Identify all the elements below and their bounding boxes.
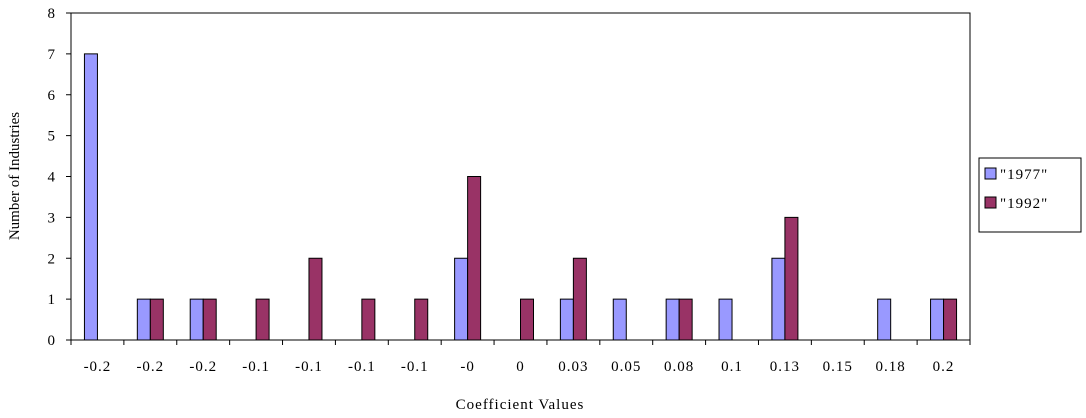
legend: "1977" "1992" — [978, 157, 1082, 233]
legend-label: "1977" — [1000, 167, 1048, 183]
y-tick-label: 3 — [48, 210, 56, 226]
y-axis: 0 1 2 3 4 5 6 7 8 — [48, 6, 71, 349]
legend-swatch — [984, 167, 997, 180]
bar-1977 — [83, 53, 98, 341]
y-tick-label: 0 — [48, 333, 56, 349]
x-tick-label: -0.1 — [401, 359, 429, 375]
x-tick-label: 0 — [516, 359, 525, 375]
x-tick-label: 0.03 — [558, 359, 588, 375]
bar-group — [83, 53, 958, 341]
bar-1977 — [771, 257, 786, 341]
bar-1992 — [414, 298, 429, 341]
bar-1992 — [678, 298, 693, 341]
bar-1977 — [612, 298, 627, 341]
bar-1992 — [943, 298, 958, 341]
x-tick-label: -0.1 — [242, 359, 270, 375]
x-tick-label: -0.1 — [348, 359, 376, 375]
x-tick-label: 0.08 — [664, 359, 694, 375]
x-axis: -0.2 -0.2 -0.2 -0.1 -0.1 -0.1 -0.1 -0 0 0.03 0.05 0… — [70, 340, 971, 375]
x-tick-label: -0.2 — [189, 359, 217, 375]
bar-1977 — [718, 298, 733, 341]
bar-1977 — [930, 298, 945, 341]
x-axis-title: Coefficient Values — [456, 397, 585, 413]
bar-1992 — [520, 298, 534, 341]
y-tick-label: 4 — [48, 170, 56, 186]
bar-1992 — [361, 298, 376, 341]
x-tick-label: -0.2 — [84, 359, 112, 375]
legend-swatch — [984, 196, 997, 209]
bar-1992 — [255, 298, 270, 341]
bar-1992 — [202, 298, 217, 341]
x-tick-label: -0.2 — [136, 359, 164, 375]
x-tick-label: 0.2 — [933, 359, 955, 375]
bar-1992 — [572, 257, 587, 341]
plot-area — [70, 12, 971, 341]
y-tick-label: 2 — [48, 251, 56, 267]
y-tick-label: 5 — [48, 129, 56, 145]
x-tick-label: -0.1 — [295, 359, 323, 375]
legend-label: "1992" — [1000, 196, 1048, 212]
x-tick-label: 0.05 — [611, 359, 641, 375]
bar-1992 — [149, 298, 164, 341]
y-tick-label: 7 — [48, 47, 56, 63]
x-tick-label: -0 — [460, 359, 475, 375]
x-tick-label: 0.15 — [823, 359, 853, 375]
bar-1977 — [136, 298, 151, 341]
y-tick-label: 6 — [48, 88, 56, 104]
bar-1977 — [877, 298, 892, 341]
bar-1977 — [559, 298, 574, 341]
y-axis-title: Number of Industries — [7, 112, 23, 240]
x-tick-label: 0.18 — [876, 359, 906, 375]
bar-1992 — [784, 216, 799, 341]
bar-1977 — [189, 298, 204, 341]
y-tick-label: 8 — [48, 6, 56, 22]
bar-1992 — [467, 176, 482, 341]
bar-1992 — [308, 257, 323, 341]
bar-1977 — [665, 298, 680, 341]
y-tick-label: 1 — [48, 292, 56, 308]
x-tick-label: 0.1 — [721, 359, 743, 375]
x-tick-label: 0.13 — [770, 359, 800, 375]
bar-1977 — [454, 257, 469, 341]
